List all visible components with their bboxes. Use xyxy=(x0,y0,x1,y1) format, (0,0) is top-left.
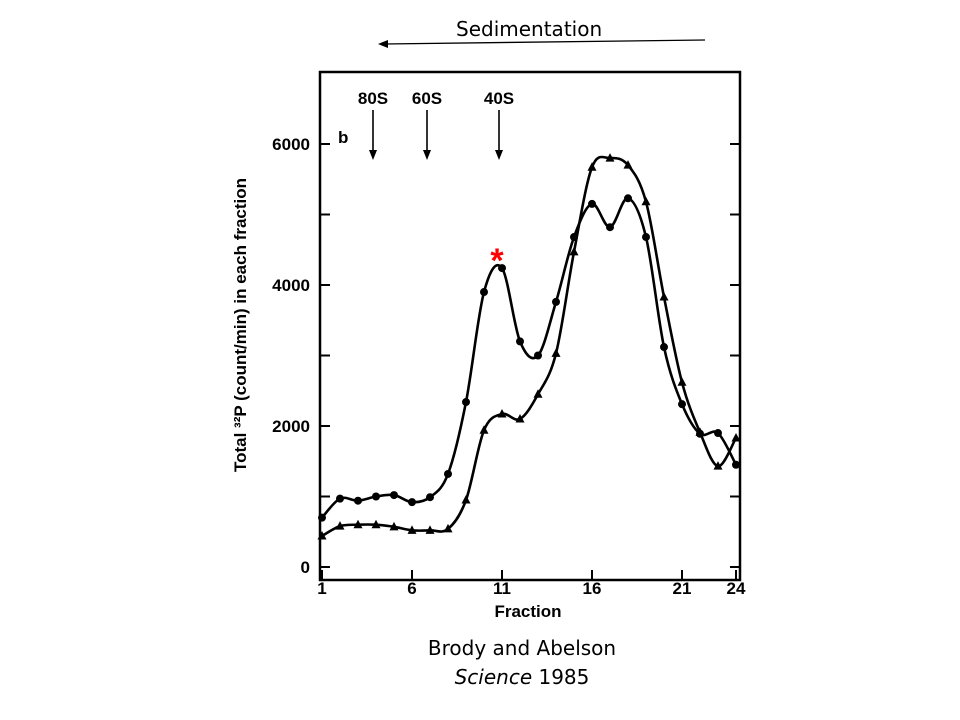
data-point-circle xyxy=(516,337,524,346)
data-point-triangle xyxy=(515,413,525,423)
data-point-circle xyxy=(462,398,470,407)
y-tick-label: 0 xyxy=(301,558,310,577)
data-point-triangle xyxy=(407,525,417,534)
data-point-circle xyxy=(390,491,398,500)
sedimentation-arrow xyxy=(378,39,706,48)
data-point-triangle xyxy=(461,495,471,504)
plot-frame xyxy=(318,70,742,582)
data-point-circle xyxy=(480,288,488,297)
data-point-circle xyxy=(318,513,326,522)
data-point-circle xyxy=(336,494,344,503)
data-point-triangle xyxy=(731,432,741,442)
x-tick-label: 24 xyxy=(727,579,746,598)
data-point-triangle xyxy=(713,461,723,470)
data-point-circle xyxy=(552,297,560,306)
data-point-triangle xyxy=(659,291,669,301)
data-point-triangle xyxy=(677,377,687,386)
x-tick-label: 21 xyxy=(673,579,692,598)
data-point-triangle xyxy=(695,427,705,436)
sedimentation-marker-label: 60S xyxy=(412,89,442,108)
data-point-triangle xyxy=(371,519,381,529)
data-point-triangle xyxy=(443,523,453,533)
marker-arrowhead xyxy=(495,150,503,160)
marker-arrowhead xyxy=(423,150,431,160)
sedimentation-label: Sedimentation xyxy=(456,17,603,41)
data-point-circle xyxy=(660,343,668,352)
marker-arrowhead xyxy=(369,150,377,160)
data-point-circle xyxy=(570,233,578,242)
data-point-circle xyxy=(408,498,416,507)
data-point-circle xyxy=(678,400,686,409)
x-axis-label: Fraction xyxy=(494,602,561,621)
data-point-circle xyxy=(498,264,506,273)
asterisk-annotation: * xyxy=(490,242,504,280)
data-point-circle xyxy=(588,199,596,208)
data-point-circle xyxy=(624,194,632,203)
data-point-triangle xyxy=(479,425,489,434)
data-point-triangle xyxy=(587,162,597,171)
citation-journal: Science xyxy=(454,665,533,689)
data-point-triangle xyxy=(425,525,435,534)
data-point-triangle xyxy=(335,521,345,530)
series-line-triangles xyxy=(321,155,738,538)
data-point-circle xyxy=(732,460,740,469)
data-point-triangle xyxy=(389,521,399,531)
data-point-circle xyxy=(372,492,380,501)
data-point-circle xyxy=(444,469,452,478)
data-point-triangle xyxy=(317,530,327,540)
data-point-circle xyxy=(642,233,650,242)
data-point-triangle xyxy=(533,389,543,398)
x-tick-label: 6 xyxy=(407,579,416,598)
citation-year: 1985 xyxy=(538,665,590,689)
x-tick-label: 1 xyxy=(317,579,326,598)
data-point-triangle xyxy=(605,153,615,162)
data-point-triangle xyxy=(497,409,507,418)
series-line-circles xyxy=(321,197,738,519)
x-tick-label: 16 xyxy=(583,579,602,598)
data-point-circle xyxy=(426,493,434,502)
sedimentation-marker-label: 40S xyxy=(484,89,514,108)
data-point-circle xyxy=(534,351,542,360)
data-point-circle xyxy=(354,496,362,505)
y-tick-label: 2000 xyxy=(272,417,310,436)
y-tick-label: 4000 xyxy=(272,276,310,295)
citation-journal-line: Science 1985 xyxy=(42,665,960,689)
data-point-triangle xyxy=(551,348,561,357)
data-point-triangle xyxy=(623,160,633,169)
panel-label: b xyxy=(338,128,348,147)
data-point-circle xyxy=(714,429,722,438)
y-axis-label: Total ³²P (count/min) in each fraction xyxy=(231,178,250,472)
sedimentation-marker-label: 80S xyxy=(358,89,388,108)
data-point-triangle xyxy=(641,196,651,206)
data-point-triangle xyxy=(569,246,579,256)
y-tick-label: 6000 xyxy=(272,135,310,154)
data-point-circle xyxy=(606,223,614,232)
data-point-triangle xyxy=(353,519,363,529)
citation-authors: Brody and Abelson xyxy=(427,636,617,660)
x-tick-label: 11 xyxy=(493,579,511,598)
